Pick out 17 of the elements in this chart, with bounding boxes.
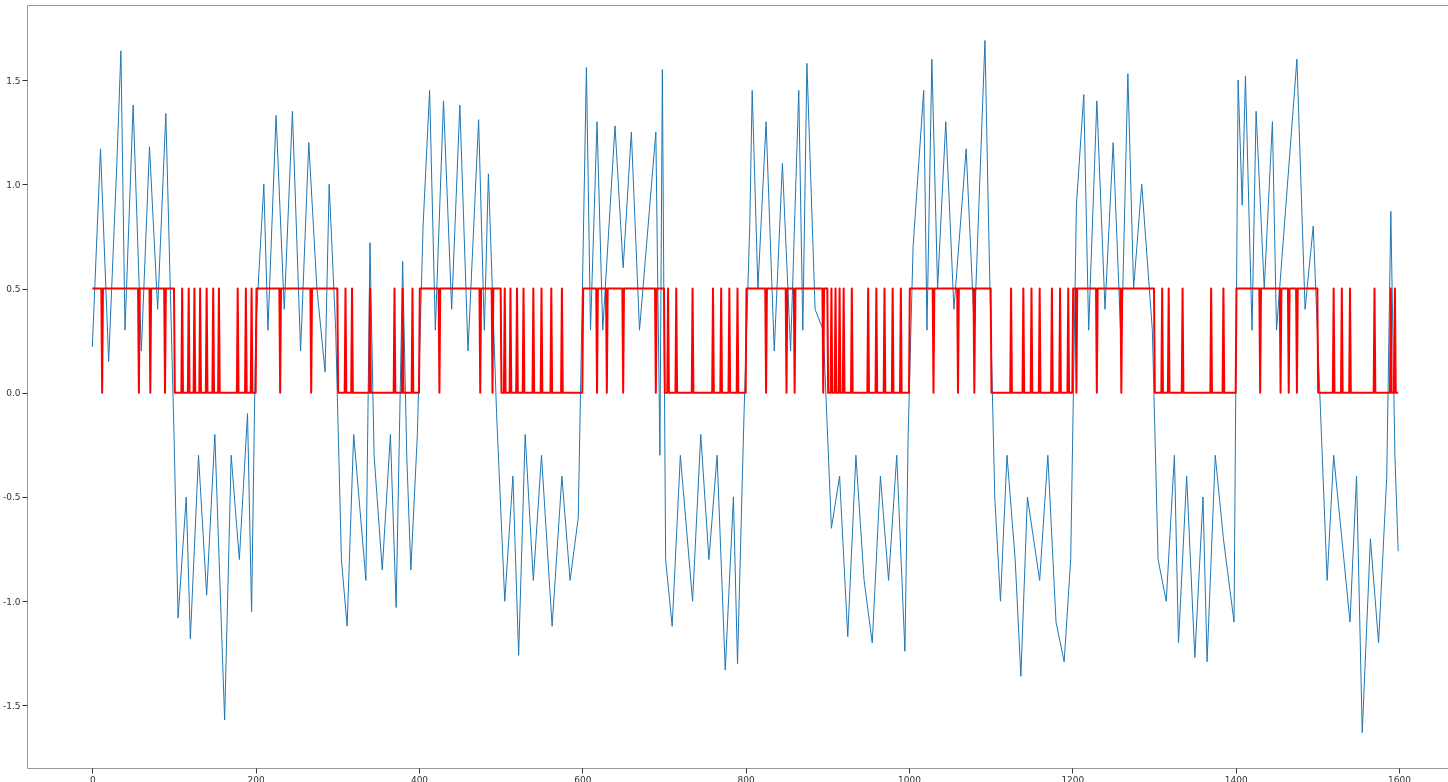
x-tick-label: 600 [574,774,592,782]
y-tick-label: -1.0 [2,596,21,607]
x-tick-label: 0 [89,774,96,782]
y-tick-label: 1.5 [6,75,21,86]
x-tick-label: 400 [410,774,429,782]
x-tick-label: 1400 [1224,774,1248,782]
y-tick-label: 0.0 [6,388,21,399]
y-tick-label: 1.0 [6,179,21,190]
line-series [91,39,1399,734]
y-tick-label: -1.5 [2,700,21,711]
x-tick-label: 1000 [898,774,922,782]
x-tick-label: 1200 [1061,774,1085,782]
x-tick-label: 800 [737,774,756,782]
y-tick-label: 0.5 [6,284,21,295]
x-tick-label: 200 [247,774,266,782]
x-tick-label: 1600 [1388,774,1412,782]
y-tick-label: -0.5 [2,492,21,503]
